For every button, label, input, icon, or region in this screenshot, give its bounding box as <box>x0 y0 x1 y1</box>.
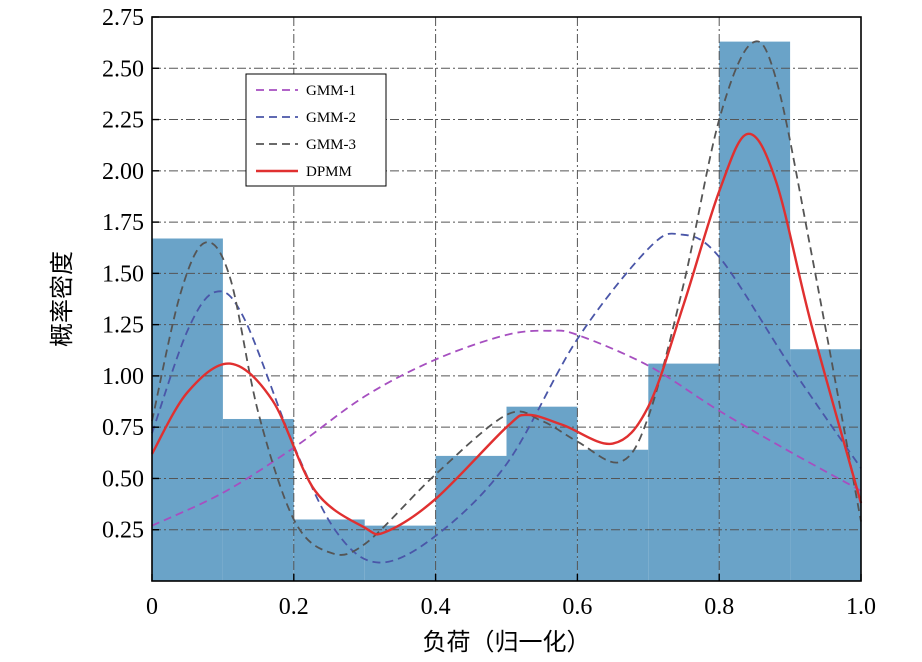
y-tick-label: 2.25 <box>102 108 144 134</box>
x-tick-label: 0 <box>146 594 158 620</box>
x-tick-label: 1.0 <box>846 594 876 620</box>
series-line-gmm-2 <box>151 232 862 564</box>
histogram-bar <box>222 418 294 581</box>
legend-label: GMM-3 <box>306 137 356 153</box>
x-tick-label: 0.8 <box>704 594 734 620</box>
series-line-gmm-1 <box>151 329 862 527</box>
grid-lines <box>152 17 861 581</box>
y-tick-label: 1.50 <box>102 261 144 287</box>
x-axis-label: 负荷（归一化） <box>423 629 591 656</box>
x-tick-label: 0.2 <box>279 594 309 620</box>
x-tick-label: 0.6 <box>562 594 592 620</box>
series-line-dpmm <box>150 132 863 536</box>
legend-label: GMM-1 <box>306 83 356 99</box>
x-tick-label: 0.4 <box>421 594 451 620</box>
y-tick-label: 1.75 <box>102 210 144 236</box>
histogram-bars <box>152 41 861 582</box>
y-tick-label: 1.00 <box>102 364 144 390</box>
axis-ticks: 0 0.2 0.4 0.6 0.8 1.0 0.25 0.50 0.75 1.00 1.25 1.50… <box>102 5 876 620</box>
y-tick-label: 1.25 <box>102 313 144 339</box>
histogram-bar <box>152 238 223 582</box>
y-tick-label: 0.75 <box>102 415 144 441</box>
histogram-bar <box>719 41 791 582</box>
density-curves <box>150 40 863 564</box>
legend-label: GMM-2 <box>306 110 356 126</box>
y-tick-label: 2.50 <box>102 56 144 82</box>
y-tick-label: 0.25 <box>102 518 144 544</box>
legend-label: DPMM <box>306 164 352 180</box>
plot-area: 0 0.2 0.4 0.6 0.8 1.0 0.25 0.50 0.75 1.00 1.25 1.50… <box>102 5 876 620</box>
histogram-bar <box>577 449 649 581</box>
y-tick-label: 0.50 <box>102 466 144 492</box>
legend-box <box>245 73 387 187</box>
histogram-bar <box>506 406 578 581</box>
y-tick-label: 2.75 <box>102 5 144 31</box>
plot-frame <box>151 16 862 582</box>
histogram-bar <box>648 363 720 581</box>
legend: GMM-1 GMM-2 GMM-3 DPMM <box>245 73 387 187</box>
histogram-bar <box>435 455 507 581</box>
y-tick-label: 2.00 <box>102 159 144 185</box>
y-axis-label: 概率密度 <box>49 251 76 347</box>
